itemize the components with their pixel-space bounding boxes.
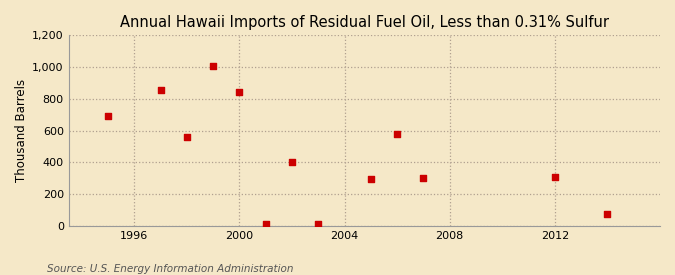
Point <box>313 222 324 227</box>
Y-axis label: Thousand Barrels: Thousand Barrels <box>15 79 28 182</box>
Point <box>549 174 560 179</box>
Point <box>103 113 113 118</box>
Point <box>602 212 613 216</box>
Point <box>234 90 245 95</box>
Point <box>155 88 166 92</box>
Point <box>208 64 219 68</box>
Point <box>392 131 402 136</box>
Point <box>261 222 271 227</box>
Title: Annual Hawaii Imports of Residual Fuel Oil, Less than 0.31% Sulfur: Annual Hawaii Imports of Residual Fuel O… <box>120 15 609 30</box>
Point <box>287 160 298 164</box>
Point <box>365 177 376 181</box>
Text: Source: U.S. Energy Information Administration: Source: U.S. Energy Information Administ… <box>47 264 294 274</box>
Point <box>182 135 192 139</box>
Point <box>418 176 429 180</box>
